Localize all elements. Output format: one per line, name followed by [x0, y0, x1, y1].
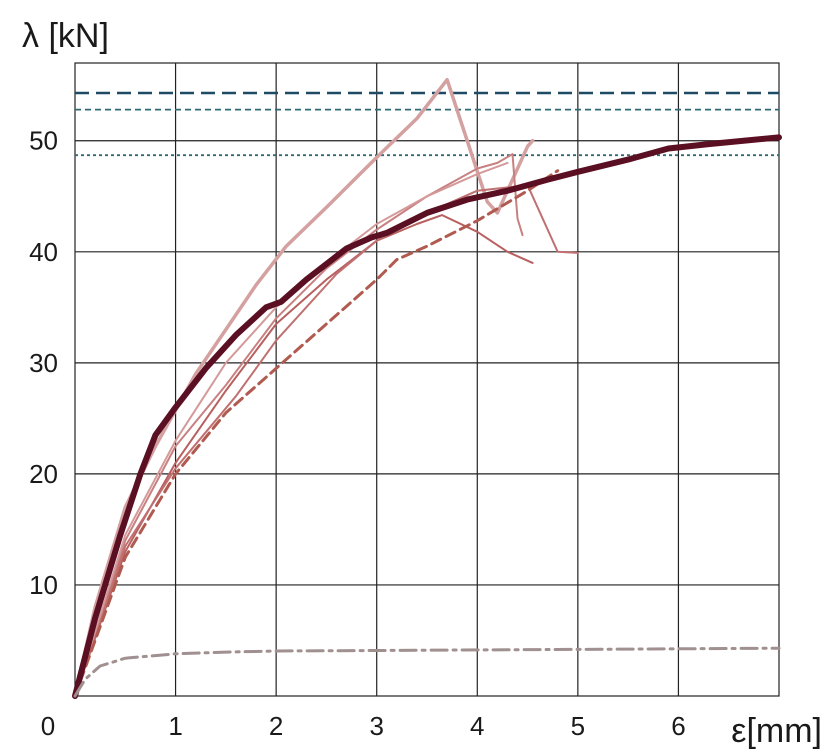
series-line-1 — [73, 77, 535, 698]
plot-frame — [74, 62, 780, 697]
y-tick-label: 30 — [29, 348, 58, 378]
tick-labels: 1 2 3 4 5 6 10 20 30 40 50 — [29, 126, 686, 741]
x-axis-title: ε[mm] — [731, 712, 822, 750]
x-tick-label: 4 — [470, 711, 484, 741]
series-line-6 — [73, 169, 560, 698]
series-line-4 — [74, 184, 579, 697]
y-tick-label: 40 — [29, 237, 58, 267]
series-line-7 — [72, 134, 782, 699]
x-tick-label: 6 — [671, 711, 685, 741]
series-line-2 — [74, 153, 524, 697]
y-tick-label: 20 — [29, 459, 58, 489]
y-tick-label: 10 — [29, 570, 58, 600]
series-line-8 — [73, 646, 781, 698]
y-tick-label: 50 — [29, 126, 58, 156]
x-tick-label: 2 — [269, 711, 283, 741]
grid-lines — [74, 62, 780, 697]
x-tick-label: 1 — [168, 711, 182, 741]
data-series — [72, 77, 782, 699]
series-line-3 — [74, 214, 534, 697]
x-tick-label: 3 — [369, 711, 383, 741]
reference-lines — [75, 91, 779, 157]
x-tick-label: 5 — [571, 711, 585, 741]
origin-label: 0 — [41, 711, 55, 741]
y-axis-title: λ [kN] — [22, 17, 109, 55]
